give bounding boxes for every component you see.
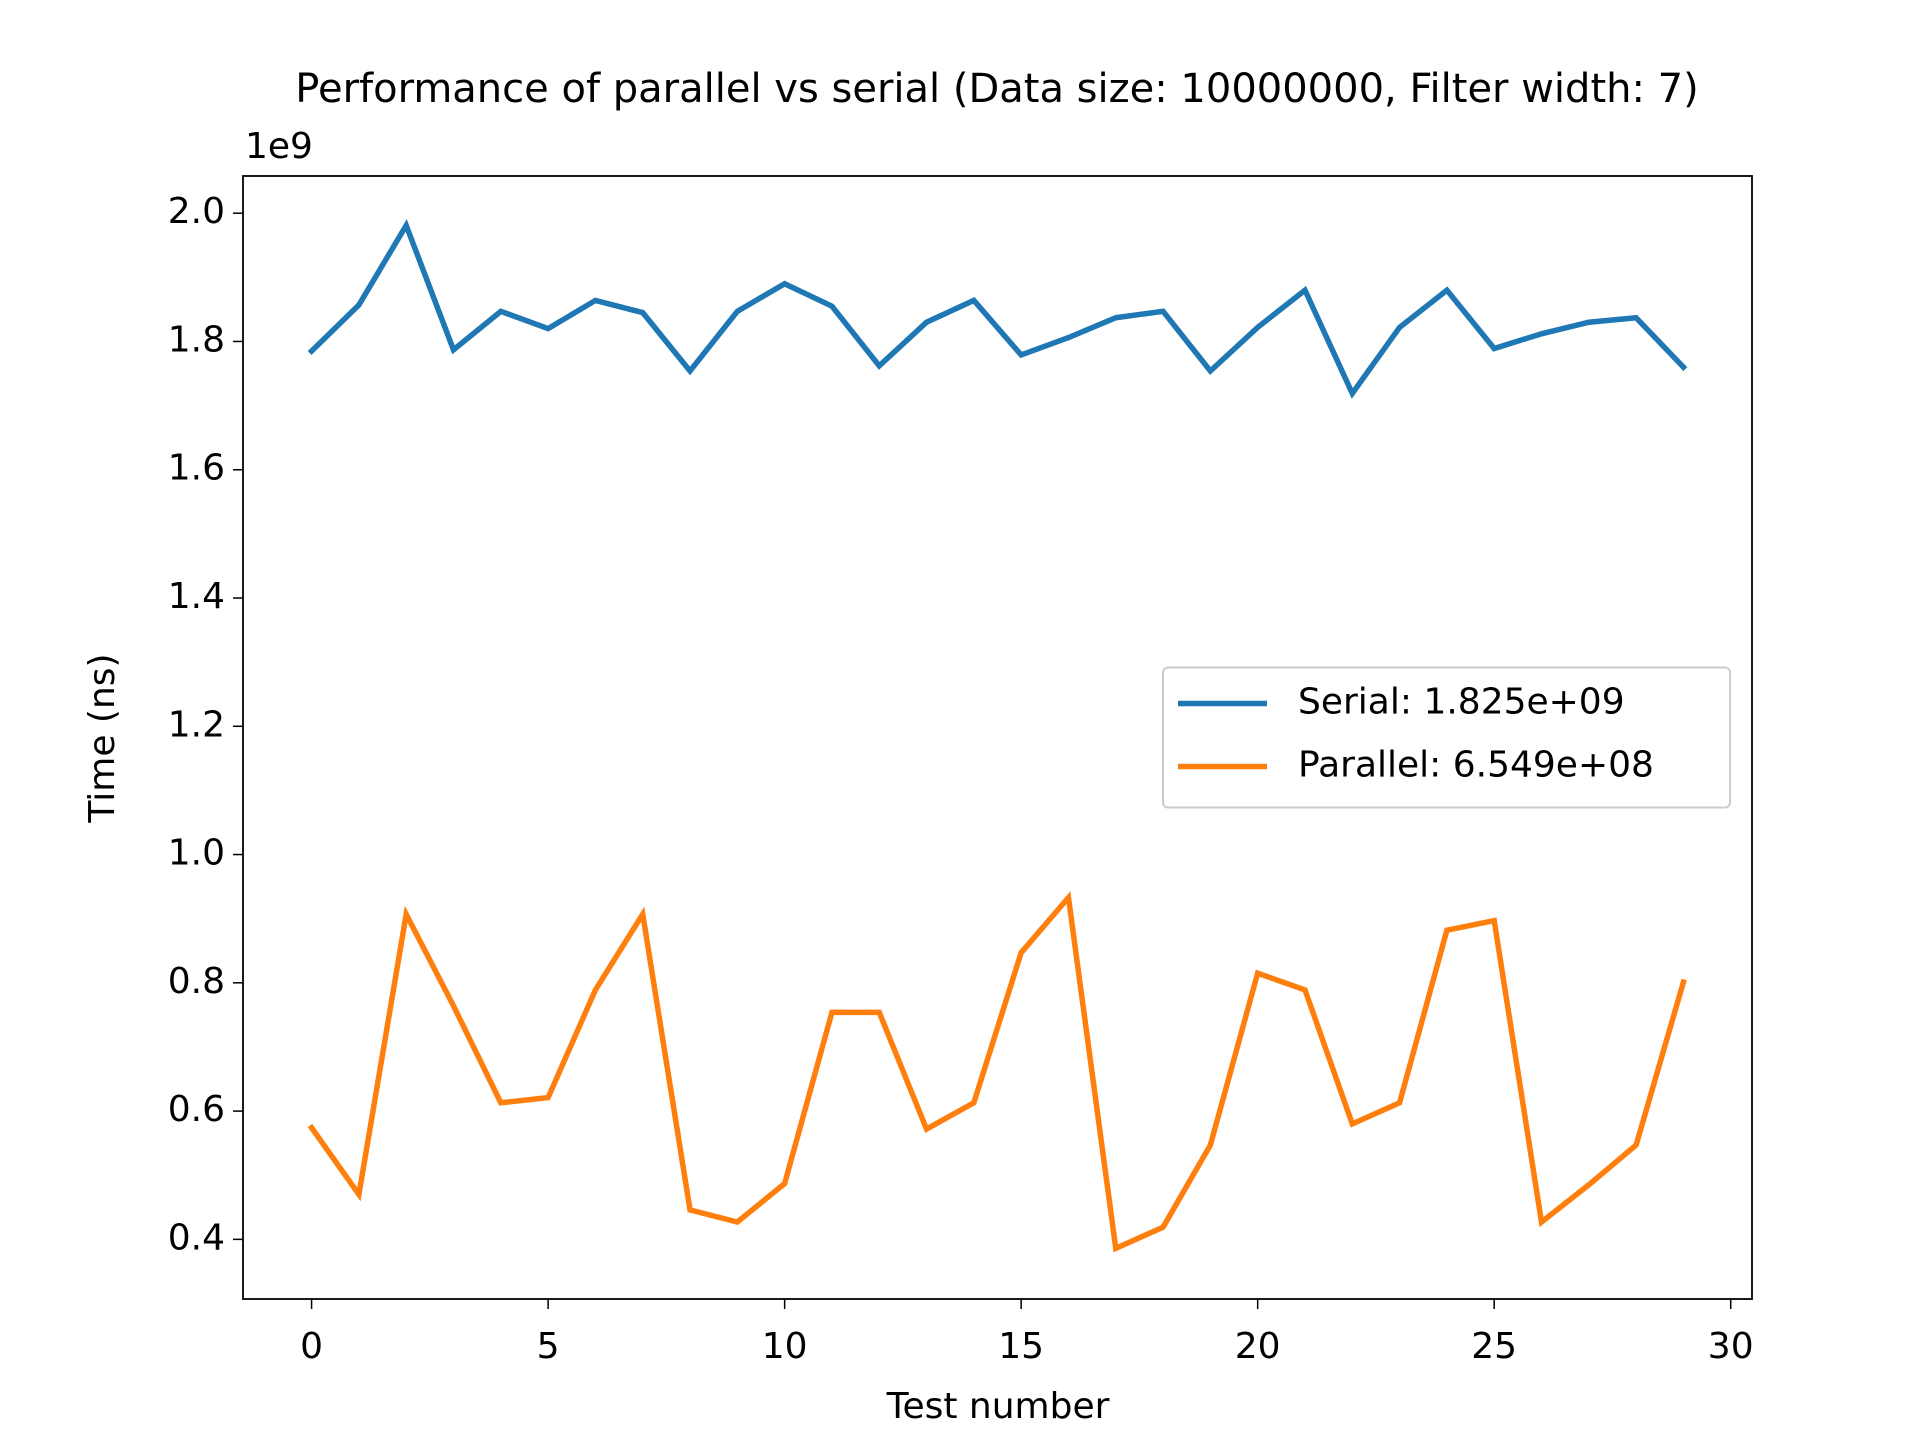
- y-tick-label: 0.6: [168, 1089, 225, 1130]
- y-tick-label: 2.0: [168, 191, 225, 232]
- y-tick-label: 0.4: [168, 1217, 225, 1258]
- legend-box: [1162, 666, 1731, 809]
- x-axis-label: Test number: [886, 1386, 1110, 1427]
- y-tick-label: 1.6: [168, 448, 225, 489]
- x-tick-label: 5: [537, 1326, 560, 1367]
- y-tick-label: 1.2: [168, 704, 225, 745]
- legend-label: Parallel: 6.549e+08: [1298, 745, 1654, 786]
- chart-title: Performance of parallel vs serial (Data …: [295, 66, 1698, 112]
- x-tick-label: 25: [1471, 1326, 1517, 1367]
- x-tick-label: 15: [998, 1326, 1044, 1367]
- series-line: [307, 891, 1687, 1253]
- y-tick-label: 1.8: [168, 319, 225, 360]
- y-offset-label: 1e9: [245, 126, 313, 167]
- y-tick-label: 1.4: [168, 576, 225, 617]
- series-line: [307, 219, 1688, 399]
- x-tick-label: 10: [762, 1326, 808, 1367]
- x-tick-label: 30: [1708, 1326, 1754, 1367]
- plot-frame: [242, 175, 1753, 1300]
- y-tick-label: 1.0: [168, 833, 225, 874]
- y-tick-label: 0.8: [168, 961, 225, 1002]
- x-tick-label: 0: [300, 1326, 323, 1367]
- x-tick-label: 20: [1235, 1326, 1281, 1367]
- y-axis-label: Time (ns): [82, 653, 123, 823]
- legend-label: Serial: 1.825e+09: [1298, 682, 1625, 723]
